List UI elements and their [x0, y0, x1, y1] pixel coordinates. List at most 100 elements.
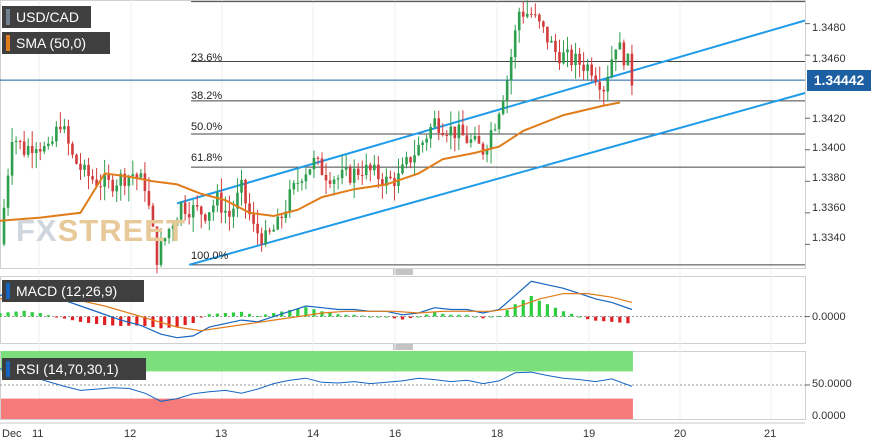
fib-label-618: 61.8% [191, 152, 223, 164]
candle-body [614, 49, 618, 60]
macd-histogram-bar [223, 313, 227, 317]
candle-body [47, 143, 50, 146]
candle-body [473, 136, 477, 140]
macd-histogram-bar [111, 316, 115, 326]
symbol-label: USD/CAD [16, 9, 80, 25]
macd-label: MACD (12,26,9) [16, 283, 118, 299]
candle-body [256, 223, 259, 234]
sma-legend[interactable]: SMA (50,0) [2, 32, 110, 54]
candle-body [99, 186, 102, 188]
candle-body [183, 202, 187, 214]
channel-upper-line [176, 19, 806, 205]
macd-histogram-bar [288, 310, 292, 317]
candle-body [67, 126, 70, 144]
macd-histogram-bar [143, 316, 147, 326]
candle-body [546, 26, 549, 43]
rsi-line [0, 368, 633, 402]
candle-body [505, 80, 509, 101]
candle-body [38, 149, 42, 152]
macd-histogram-bar [610, 316, 614, 322]
candle-body [489, 130, 493, 149]
sma-label: SMA (50,0) [16, 35, 87, 51]
candle-body [586, 64, 589, 71]
candle-body [292, 182, 296, 190]
candle-body [163, 238, 167, 242]
macd-histogram-bar [465, 314, 469, 317]
macd-histogram-bar [594, 316, 598, 321]
candle-body [369, 164, 372, 171]
macd-histogram-bar [86, 316, 91, 323]
candle-body [521, 11, 525, 17]
candle-body [79, 163, 82, 170]
candle-body [385, 176, 388, 186]
candle-body [405, 157, 408, 165]
candle-body [437, 118, 441, 133]
candle-body [501, 100, 505, 114]
candle-body [14, 140, 18, 142]
candle-body [155, 226, 159, 265]
macd-histogram-bar [215, 313, 219, 317]
candle-body [429, 126, 432, 139]
candle-body [373, 164, 376, 171]
y-tick-label: 1.3340 [812, 232, 846, 244]
candle-body [103, 174, 106, 187]
macd-histogram-bar [127, 316, 131, 326]
symbol-legend[interactable]: USD/CAD [2, 6, 91, 28]
macd-histogram-bar [247, 313, 252, 317]
candle-body [55, 126, 58, 142]
candle-body [244, 179, 247, 204]
candle-body [308, 169, 312, 175]
candle-body [481, 143, 485, 155]
candle-body [312, 157, 316, 170]
candle-body [485, 148, 489, 155]
candle-body [421, 142, 424, 145]
candle-body [159, 241, 163, 265]
macd-histogram-bar [473, 316, 477, 318]
candle-body [538, 14, 541, 22]
candle-body [131, 174, 135, 177]
candle-body [332, 179, 336, 184]
macd-histogram-bar [433, 312, 437, 317]
macd-legend[interactable]: MACD (12,26,9) [2, 280, 144, 302]
macd-histogram-bar [30, 312, 34, 317]
macd-signal-line [0, 293, 633, 332]
sma-line [0, 101, 621, 222]
candle-body [139, 173, 143, 178]
candle-body [598, 81, 602, 90]
candle-body [530, 13, 533, 15]
candle-body [195, 205, 199, 207]
macd-histogram-bar [272, 313, 276, 317]
candle-body [348, 167, 352, 183]
last-price-badge: 1.34442 [807, 70, 871, 91]
macd-histogram-bar [103, 316, 107, 326]
candle-body [550, 40, 553, 43]
candle-body [477, 136, 481, 144]
rsi-y-tick-label: 0.0000 [812, 410, 846, 422]
macd-histogram-bar [586, 316, 590, 320]
candle-body [618, 42, 622, 50]
candle-body [42, 145, 46, 152]
macd-histogram-bar [417, 316, 421, 318]
rsi-legend[interactable]: RSI (14,70,30,1) [2, 358, 146, 380]
candle-body [574, 53, 577, 66]
macd-histogram-bar [207, 314, 211, 317]
macd-line [0, 280, 633, 339]
macd-histogram-bar [183, 316, 187, 326]
macd-histogram-bar [175, 316, 179, 328]
candle-body [610, 59, 614, 77]
candle-body [34, 149, 38, 154]
macd-histogram-bar [151, 316, 155, 328]
candle-body [606, 76, 610, 92]
candle-body [280, 216, 284, 219]
macd-histogram-bar [119, 316, 123, 326]
candle-body [377, 164, 380, 180]
candle-body [409, 157, 412, 163]
candle-body [352, 168, 356, 183]
macd-histogram-bar [22, 310, 26, 317]
candle-body [296, 182, 300, 184]
macd-histogram-bar [497, 315, 501, 317]
candle-body [175, 219, 179, 226]
candle-body [91, 176, 94, 180]
x-tick-label: 12 [124, 428, 137, 440]
